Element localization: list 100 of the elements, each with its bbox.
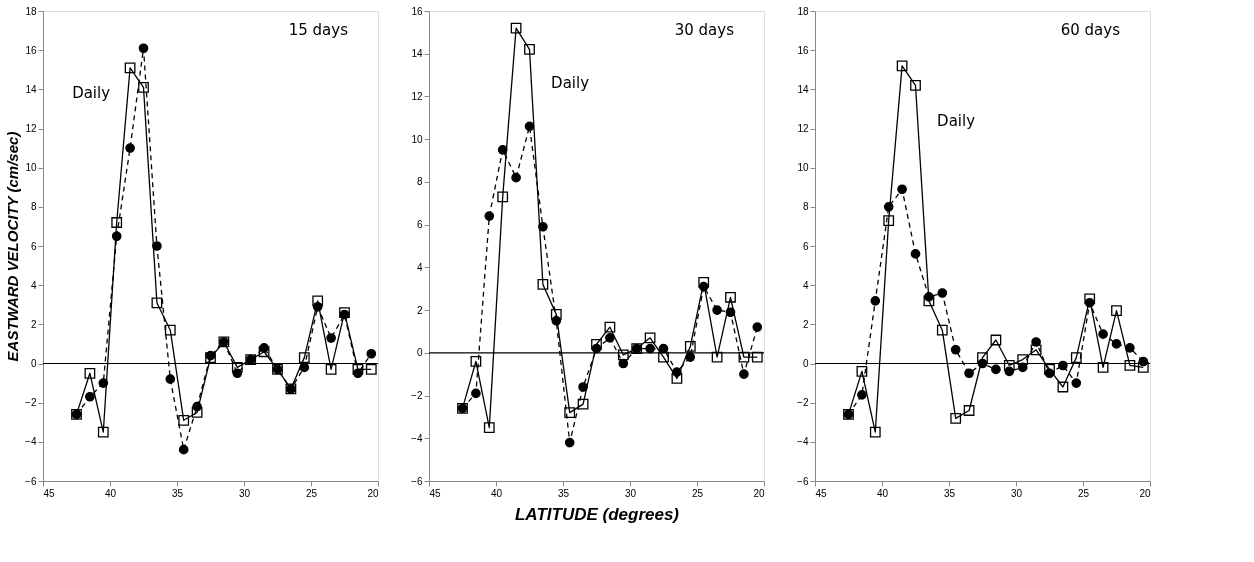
y-axis-title: EASTWARD VELOCITY (cm/sec)	[4, 131, 22, 362]
y-tick-label: 0	[802, 358, 809, 369]
point	[964, 368, 974, 379]
point	[869, 426, 881, 438]
point	[950, 412, 962, 424]
point	[591, 343, 602, 354]
y-tick-label: 0	[30, 358, 37, 369]
point	[752, 322, 763, 333]
point	[1031, 337, 1041, 347]
point	[910, 249, 921, 259]
y-tick-label: 4	[802, 279, 809, 291]
point	[577, 398, 589, 410]
y-tick-label: 12	[411, 90, 423, 102]
point	[232, 368, 243, 379]
point	[97, 426, 109, 438]
point	[165, 374, 176, 384]
y-tick-label: 12	[25, 123, 37, 134]
point	[924, 292, 934, 302]
y-tick-label: 18	[797, 5, 809, 17]
point	[685, 352, 696, 362]
point	[1044, 363, 1055, 375]
y-tick-label: 16	[797, 44, 809, 56]
point	[1084, 297, 1095, 308]
x-tick-label: 30	[624, 487, 637, 499]
point	[312, 301, 323, 312]
x-tick-label: 25	[691, 487, 704, 499]
y-tick-label: 2	[30, 318, 37, 330]
point	[151, 297, 163, 309]
y-tick-label: 0	[416, 347, 423, 359]
x-tick-label: 20	[367, 487, 379, 499]
point	[883, 202, 894, 212]
point	[312, 295, 324, 307]
x-tick-label: 40	[876, 487, 889, 499]
point	[326, 333, 336, 343]
text: 30 days	[674, 21, 735, 39]
y-tick-label: 2	[416, 304, 423, 316]
y-tick-label: −2	[25, 397, 37, 409]
point	[738, 351, 750, 363]
point	[617, 349, 629, 361]
point	[138, 43, 149, 54]
point	[937, 288, 948, 298]
y-tick-label: 6	[802, 240, 809, 252]
point	[138, 81, 149, 93]
x-tick-label: 45	[43, 487, 56, 499]
point	[471, 388, 481, 399]
y-tick-label: 10	[797, 162, 809, 174]
point	[591, 338, 602, 350]
point	[578, 382, 588, 392]
point	[1138, 356, 1149, 367]
point	[152, 241, 162, 251]
point	[550, 308, 562, 320]
y-tick-label: 6	[416, 219, 423, 231]
point	[352, 363, 364, 375]
point	[258, 346, 270, 358]
point	[1124, 360, 1136, 371]
y-tick-label: −6	[797, 475, 809, 487]
point	[712, 305, 722, 315]
y-tick-label: 2	[802, 318, 809, 330]
point	[1030, 344, 1042, 356]
point	[672, 367, 682, 377]
y-tick-label: 14	[797, 83, 809, 95]
point	[1071, 378, 1082, 388]
point	[936, 324, 948, 336]
y-tick-label: −2	[797, 397, 809, 409]
point	[511, 172, 521, 183]
y-tick-label: −2	[411, 390, 423, 402]
y-tick-label: −4	[25, 436, 37, 448]
point	[191, 407, 203, 418]
point	[604, 321, 616, 333]
point	[1125, 343, 1135, 353]
y-tick-label: 12	[797, 123, 809, 134]
point	[923, 295, 935, 307]
point	[658, 343, 669, 354]
point	[1098, 329, 1108, 339]
point	[618, 358, 629, 369]
y-tick-label: 6	[30, 240, 37, 252]
point	[1017, 362, 1028, 373]
point	[125, 143, 135, 153]
series-label: Daily	[551, 74, 590, 93]
point	[897, 184, 907, 195]
point	[725, 291, 736, 303]
point	[366, 348, 377, 359]
x-tick-label: 35	[943, 487, 956, 499]
y-tick-label: 4	[30, 279, 37, 291]
point	[950, 344, 961, 355]
x-tick-label: 20	[1139, 487, 1151, 499]
y-tick-label: −4	[797, 436, 809, 448]
point	[111, 217, 123, 228]
point	[645, 343, 655, 354]
y-tick-label: 14	[411, 48, 423, 60]
point	[564, 437, 575, 448]
point	[497, 145, 508, 155]
point	[470, 355, 482, 367]
point	[85, 391, 95, 402]
point	[111, 231, 122, 242]
point	[84, 367, 96, 379]
text: 60 days	[1060, 21, 1121, 39]
point	[1044, 368, 1055, 379]
point	[551, 315, 562, 326]
point	[1111, 305, 1122, 317]
